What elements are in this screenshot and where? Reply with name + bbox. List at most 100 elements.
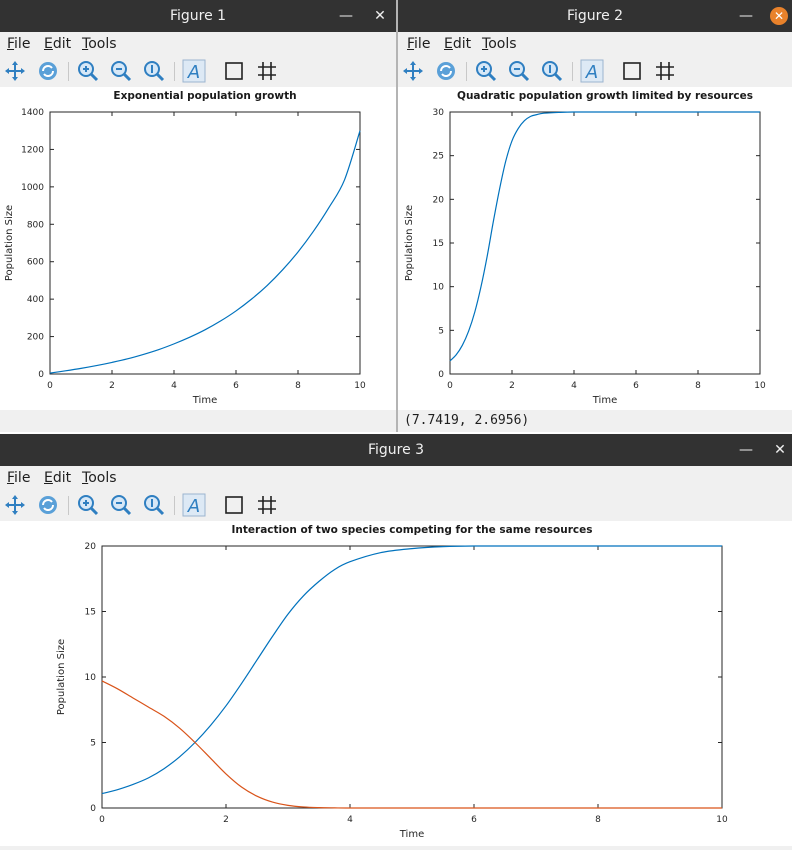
text-icon[interactable]: A [182, 493, 206, 517]
x-tick-label: 6 [471, 815, 477, 825]
bottom-edge [0, 846, 792, 850]
toolbar-separator [466, 62, 467, 81]
y-tick-label: 800 [27, 220, 44, 230]
axes-box-icon[interactable] [222, 493, 246, 517]
chart-title: Exponential population growth [113, 90, 296, 102]
x-axis-label: Time [592, 395, 617, 406]
pan-icon[interactable] [401, 59, 425, 83]
figure-3-plot[interactable]: Interaction of two species competing for… [0, 521, 792, 846]
menu-tools[interactable]: Tools [482, 36, 517, 52]
toolbar-separator [572, 62, 573, 81]
close-icon[interactable]: ✕ [774, 442, 786, 458]
axes-box-icon[interactable] [222, 59, 246, 83]
figure-2-titlebar[interactable]: Figure 2 — ✕ [398, 0, 792, 32]
y-tick-label: 10 [85, 673, 97, 683]
pan-icon[interactable] [3, 493, 27, 517]
x-tick-label: 0 [99, 815, 105, 825]
window-title: Figure 1 [169, 8, 227, 24]
statusbar: (7.7419, 2.6956) [398, 410, 792, 432]
zoom-out-icon[interactable] [507, 59, 531, 83]
y-tick-label: 15 [433, 239, 444, 249]
x-tick-label: 10 [716, 815, 728, 825]
menu-edit[interactable]: Edit [444, 36, 472, 52]
rotate-icon[interactable] [434, 59, 458, 83]
figure-3-chart[interactable]: Interaction of two species competing for… [0, 521, 792, 846]
zoom-in-icon[interactable] [76, 493, 100, 517]
zoom-in-icon[interactable] [76, 59, 100, 83]
figure-1-titlebar[interactable]: Figure 1 — ✕ [0, 0, 396, 32]
y-tick-label: 1400 [21, 108, 44, 118]
series-line-1 [49, 130, 361, 374]
y-tick-label: 15 [85, 608, 96, 618]
menu-edit[interactable]: Edit [44, 36, 72, 52]
menu-tools[interactable]: Tools [82, 36, 117, 52]
axes-box-icon[interactable] [620, 59, 644, 83]
y-axis-label: Population Size [404, 205, 415, 281]
rotate-icon[interactable] [36, 493, 60, 517]
rotate-icon[interactable] [36, 59, 60, 83]
svg-text:A: A [187, 62, 200, 83]
x-axis-label: Time [192, 395, 217, 406]
close-icon[interactable]: ✕ [770, 7, 788, 25]
text-icon[interactable]: A [182, 59, 206, 83]
menubar: File Edit Tools [0, 466, 792, 490]
zoom-in-icon[interactable] [474, 59, 498, 83]
y-tick-label: 1200 [21, 145, 44, 155]
toolbar: A [398, 56, 792, 87]
figure-1-plot[interactable]: Exponential population growth 0 2 4 6 8 10 0 200… [0, 87, 396, 410]
plot-box [449, 111, 761, 375]
pan-icon[interactable] [3, 59, 27, 83]
y-tick-label: 5 [438, 326, 444, 336]
y-tick-label: 30 [433, 108, 445, 118]
window-title: Figure 3 [367, 442, 425, 458]
zoom-reset-icon[interactable] [142, 59, 166, 83]
minimize-icon[interactable]: — [339, 8, 353, 24]
y-tick-label: 400 [27, 295, 44, 305]
y-tick-label: 5 [90, 739, 96, 749]
figure-3-titlebar[interactable]: Figure 3 — ✕ [0, 434, 792, 466]
plot-box [101, 545, 723, 809]
x-tick-label: 10 [354, 381, 366, 391]
y-tick-label: 10 [433, 283, 445, 293]
y-tick-label: 1000 [21, 183, 44, 193]
menu-edit[interactable]: Edit [44, 470, 72, 486]
figure-2-plot[interactable]: Quadratic population growth limited by r… [398, 87, 792, 410]
text-icon[interactable]: A [580, 59, 604, 83]
minimize-icon[interactable]: — [739, 8, 753, 24]
zoom-reset-icon[interactable] [540, 59, 564, 83]
grid-icon[interactable] [255, 59, 279, 83]
grid-icon[interactable] [255, 493, 279, 517]
x-axis-label: Time [399, 829, 424, 840]
x-tick-label: 8 [595, 815, 601, 825]
y-axis-label: Population Size [4, 205, 15, 281]
series-line-1 [101, 545, 722, 795]
x-tick-label: 8 [695, 381, 701, 391]
y-tick-label: 0 [38, 370, 44, 380]
menu-file[interactable]: File [7, 470, 31, 486]
menu-file[interactable]: File [407, 36, 431, 52]
figure-2-chart[interactable]: Quadratic population growth limited by r… [398, 87, 792, 410]
zoom-out-icon[interactable] [109, 59, 133, 83]
menu-tools[interactable]: Tools [82, 470, 117, 486]
grid-icon[interactable] [653, 59, 677, 83]
y-tick-label: 600 [27, 258, 44, 268]
x-tick-label: 4 [571, 381, 577, 391]
figure-2-window: Figure 2 — ✕ File Edit Tools A Quadratic… [398, 0, 792, 432]
toolbar: A [0, 490, 792, 521]
zoom-out-icon[interactable] [109, 493, 133, 517]
y-tick-label: 200 [27, 333, 44, 343]
close-icon[interactable]: ✕ [374, 8, 386, 24]
status-coordinates: (7.7419, 2.6956) [404, 413, 530, 428]
figure-1-chart[interactable]: Exponential population growth 0 2 4 6 8 10 0 200… [0, 87, 396, 410]
x-tick-label: 0 [447, 381, 453, 391]
toolbar-separator [68, 62, 69, 81]
chart-title: Interaction of two species competing for… [232, 524, 593, 536]
x-tick-label: 6 [233, 381, 239, 391]
menu-file[interactable]: File [7, 36, 31, 52]
minimize-icon[interactable]: — [739, 442, 753, 458]
zoom-reset-icon[interactable] [142, 493, 166, 517]
menubar: File Edit Tools [0, 32, 396, 56]
x-tick-label: 2 [509, 381, 515, 391]
x-tick-label: 10 [754, 381, 766, 391]
statusbar [0, 410, 396, 432]
